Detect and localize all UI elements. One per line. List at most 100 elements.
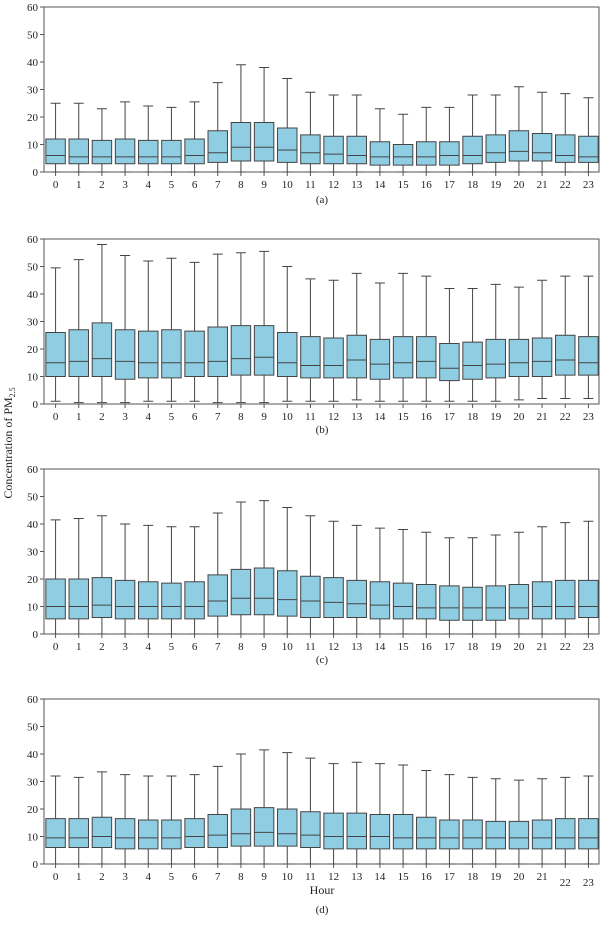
x-tick-label: 17 bbox=[444, 179, 456, 191]
iqr-box bbox=[161, 139, 182, 165]
x-tick-label: 14 bbox=[374, 411, 386, 423]
box-hour-20 bbox=[508, 531, 530, 635]
box-hour-17 bbox=[439, 106, 460, 173]
x-tick-label: 1 bbox=[76, 871, 82, 883]
x-tick-label: 2 bbox=[99, 871, 105, 883]
x-tick-label: 2 bbox=[99, 411, 105, 423]
panel-tag: (a) bbox=[316, 194, 329, 206]
x-tick-label: 15 bbox=[398, 179, 410, 191]
x-tick-label: 6 bbox=[192, 871, 198, 883]
y-tick-label: 0 bbox=[33, 399, 39, 411]
x-tick-label: 13 bbox=[351, 179, 363, 191]
x-tick-label: 10 bbox=[282, 871, 294, 883]
box-hour-19 bbox=[485, 94, 506, 173]
box-hour-21 bbox=[531, 778, 553, 865]
iqr-box bbox=[462, 586, 483, 621]
iqr-box bbox=[184, 330, 205, 377]
iqr-box bbox=[531, 819, 553, 850]
iqr-box bbox=[253, 325, 275, 376]
iqr-box bbox=[485, 820, 506, 850]
iqr-box bbox=[253, 567, 275, 616]
iqr-box bbox=[138, 581, 159, 620]
iqr-box bbox=[91, 577, 113, 618]
iqr-box bbox=[253, 807, 275, 847]
x-tick-label: 4 bbox=[146, 179, 152, 191]
iqr-box bbox=[91, 322, 113, 377]
box-hour-22 bbox=[555, 522, 576, 635]
box-hour-14 bbox=[369, 763, 391, 865]
box-hour-12 bbox=[323, 520, 344, 635]
y-tick-label: 20 bbox=[27, 804, 39, 816]
x-tick-label: 12 bbox=[328, 411, 339, 423]
x-tick-label: 6 bbox=[192, 641, 198, 653]
iqr-box bbox=[439, 343, 460, 382]
iqr-box bbox=[578, 818, 599, 850]
x-axis-label: Hour bbox=[310, 883, 335, 897]
iqr-box bbox=[230, 325, 252, 376]
x-tick-label: 21 bbox=[537, 179, 548, 191]
x-tick-label: 2 bbox=[99, 641, 105, 653]
x-tick-label: 12 bbox=[328, 871, 339, 883]
panel-tag: (b) bbox=[316, 424, 329, 436]
iqr-box bbox=[300, 811, 321, 848]
box-hour-17 bbox=[439, 537, 460, 635]
iqr-box bbox=[277, 808, 298, 847]
x-tick-label: 10 bbox=[282, 179, 294, 191]
box-hour-16 bbox=[416, 275, 437, 402]
x-tick-label: 13 bbox=[351, 641, 363, 653]
y-tick-label: 40 bbox=[27, 57, 39, 69]
x-tick-label: 14 bbox=[374, 179, 386, 191]
iqr-box bbox=[138, 330, 159, 379]
iqr-box bbox=[45, 332, 66, 377]
iqr-box bbox=[91, 816, 113, 848]
x-tick-label: 14 bbox=[374, 871, 386, 883]
box-hour-2 bbox=[91, 515, 113, 635]
iqr-box bbox=[230, 568, 252, 616]
iqr-box bbox=[578, 336, 599, 376]
y-tick-label: 40 bbox=[27, 749, 39, 761]
y-tick-label: 10 bbox=[27, 140, 39, 152]
x-tick-label: 8 bbox=[238, 871, 244, 883]
box-hour-5 bbox=[161, 775, 182, 865]
iqr-box bbox=[207, 130, 228, 163]
box-hour-10 bbox=[277, 752, 298, 865]
iqr-box bbox=[531, 581, 553, 620]
box-hour-7 bbox=[207, 512, 228, 635]
box-hour-11 bbox=[300, 515, 321, 635]
iqr-box bbox=[300, 134, 321, 165]
iqr-box bbox=[114, 329, 136, 380]
box-hour-15 bbox=[392, 529, 414, 635]
x-tick-label: 21 bbox=[537, 411, 548, 423]
x-tick-label: 17 bbox=[444, 641, 456, 653]
iqr-box bbox=[230, 808, 252, 847]
box-hour-0 bbox=[45, 519, 66, 635]
iqr-box bbox=[485, 134, 506, 163]
iqr-box bbox=[485, 585, 506, 621]
box-hour-5 bbox=[161, 257, 182, 402]
box-hour-13 bbox=[346, 761, 367, 865]
x-tick-label: 16 bbox=[421, 641, 433, 653]
box-hour-9 bbox=[253, 749, 275, 865]
x-tick-label: 8 bbox=[238, 641, 244, 653]
iqr-box bbox=[439, 585, 460, 621]
box-hour-18 bbox=[462, 288, 483, 402]
x-tick-label: 4 bbox=[146, 411, 152, 423]
x-tick-label: 3 bbox=[122, 179, 128, 191]
iqr-box bbox=[207, 326, 228, 377]
y-tick-label: 50 bbox=[27, 722, 39, 734]
box-hour-9 bbox=[253, 500, 275, 635]
y-tick-label: 20 bbox=[27, 112, 39, 124]
iqr-box bbox=[323, 337, 344, 379]
x-tick-label: 23 bbox=[583, 179, 595, 191]
x-tick-label: 19 bbox=[490, 179, 502, 191]
box-hour-7 bbox=[207, 82, 228, 173]
iqr-box bbox=[462, 819, 483, 850]
box-hour-12 bbox=[323, 763, 344, 865]
box-hour-8 bbox=[230, 753, 252, 865]
box-hour-16 bbox=[416, 106, 437, 173]
box-hour-18 bbox=[462, 94, 483, 173]
box-hour-8 bbox=[230, 64, 252, 173]
x-tick-label: 12 bbox=[328, 641, 339, 653]
iqr-box bbox=[508, 584, 530, 620]
